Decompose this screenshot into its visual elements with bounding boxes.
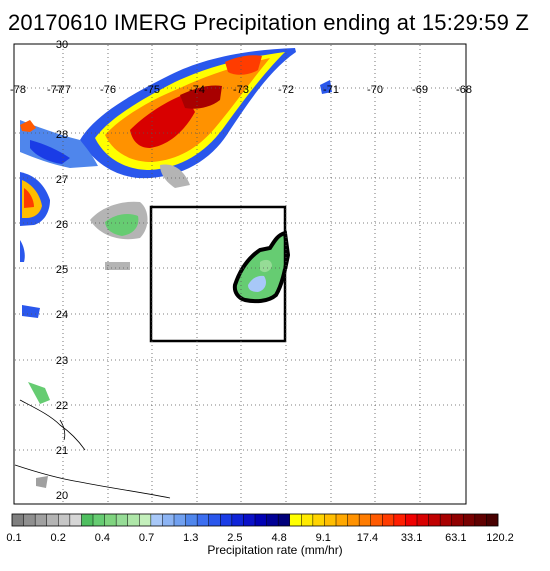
- colorbar-tick-label: 0.4: [95, 532, 110, 544]
- colorbar-swatch: [301, 514, 314, 526]
- colorbar-swatch: [393, 514, 406, 526]
- colorbar-swatch: [162, 514, 175, 526]
- longitude-tick-label: -76: [100, 84, 116, 96]
- colorbar-swatch: [382, 514, 395, 526]
- colorbar-tick-label: 0.1: [6, 532, 21, 544]
- colorbar-swatch: [23, 514, 36, 526]
- latitude-tick-label: 25: [56, 264, 68, 276]
- latitude-tick-label: 27: [56, 174, 68, 186]
- colorbar-tick-label: 4.8: [271, 532, 286, 544]
- colorbar-swatch: [104, 514, 117, 526]
- colorbar-swatch: [417, 514, 429, 526]
- longitude-tick-label: -74: [189, 84, 205, 96]
- colorbar-swatch: [336, 514, 348, 526]
- colorbar-tick-label: 0.2: [51, 532, 66, 544]
- colorbar-swatch: [474, 514, 487, 526]
- storm-outline: [232, 230, 291, 304]
- colorbar-swatch: [150, 514, 163, 526]
- longitude-tick-label: -77: [47, 84, 63, 96]
- colorbar-swatch: [405, 514, 418, 526]
- longitude-tick-label: -70: [367, 84, 383, 96]
- latitude-tick-label: 28: [56, 129, 68, 141]
- colorbar-swatch: [81, 514, 94, 526]
- colorbar-swatch: [289, 514, 302, 526]
- colorbar-swatch: [139, 514, 152, 526]
- colorbar-swatch: [69, 514, 82, 526]
- colorbar-swatch: [116, 514, 129, 526]
- colorbar-swatch: [347, 514, 360, 526]
- longitude-tick-label: -68: [456, 84, 472, 96]
- colorbar-tick-label: 63.1: [445, 532, 466, 544]
- colorbar-swatch: [185, 514, 198, 526]
- colorbar-tick-label: 120.2: [486, 532, 514, 544]
- colorbar-swatch: [174, 514, 186, 526]
- colorbar-tick-label: 2.5: [227, 532, 242, 544]
- colorbar-swatch: [278, 514, 291, 526]
- colorbar-swatch: [127, 514, 140, 526]
- colorbar-tick-label: 1.3: [183, 532, 198, 544]
- graticule: [15, 45, 465, 503]
- colorbar-swatch: [58, 514, 71, 526]
- colorbar-swatch: [93, 514, 105, 526]
- colorbar-swatch: [208, 514, 221, 526]
- colorbar-swatch: [231, 514, 244, 526]
- longitude-tick-label: -78: [10, 84, 26, 96]
- colorbar-swatch: [12, 514, 24, 526]
- colorbar-tick-labels: 0.1 0.2 0.4 0.7 1.3 2.5 4.8 9.1 17.4 33.1 63.1 120.…: [6, 532, 513, 544]
- colorbar-swatch: [312, 514, 325, 526]
- latitude-labels: 30 28 27 26 25 24 23 22 21 20: [56, 39, 68, 502]
- colorbar-tick-label: 9.1: [316, 532, 331, 544]
- latitude-tick-label: 24: [56, 309, 68, 321]
- latitude-tick-label: 23: [56, 355, 68, 367]
- colorbar-swatch: [255, 514, 267, 526]
- colorbar-swatch: [220, 514, 233, 526]
- colorbar-swatch: [463, 514, 476, 526]
- longitude-tick-label: -71: [323, 84, 339, 96]
- colorbar-swatch: [266, 514, 279, 526]
- colorbar-swatch: [370, 514, 383, 526]
- colorbar-swatch: [324, 514, 337, 526]
- colorbar-swatch: [428, 514, 441, 526]
- colorbar-tick-label: 17.4: [357, 532, 378, 544]
- latitude-tick-label: 20: [56, 490, 68, 502]
- colorbar-tick-label: 0.7: [139, 532, 154, 544]
- colorbar-swatch: [197, 514, 210, 526]
- precipitation-field: [20, 48, 332, 488]
- longitude-tick-label: -75: [144, 84, 160, 96]
- colorbar-swatch: [35, 514, 48, 526]
- longitude-tick-label: -73: [233, 84, 249, 96]
- colorbar-label: Precipitation rate (mm/hr): [207, 543, 343, 557]
- map-title: 20170610 IMERG Precipitation ending at 1…: [8, 10, 530, 35]
- longitude-tick-label: -69: [412, 84, 428, 96]
- latitude-tick-label: 22: [56, 400, 68, 412]
- colorbar-tick-label: 33.1: [401, 532, 422, 544]
- colorbar-swatch: [440, 514, 453, 526]
- colorbar: [11, 513, 499, 527]
- colorbar-swatch: [243, 514, 256, 526]
- colorbar-swatch: [486, 514, 499, 526]
- coastlines: [14, 399, 171, 499]
- latitude-tick-label: 26: [56, 219, 68, 231]
- colorbar-swatch: [359, 514, 372, 526]
- latitude-tick-label: 21: [56, 445, 68, 457]
- longitude-tick-label: -77: [55, 84, 71, 96]
- colorbar-swatch: [451, 514, 464, 526]
- longitude-labels: -78 -77-77 -76 -75 -74 -73 -72 -71 -70 -69 -68: [10, 84, 472, 96]
- colorbar-swatch: [46, 514, 59, 526]
- longitude-tick-label: -72: [278, 84, 294, 96]
- latitude-tick-label: 30: [56, 39, 68, 51]
